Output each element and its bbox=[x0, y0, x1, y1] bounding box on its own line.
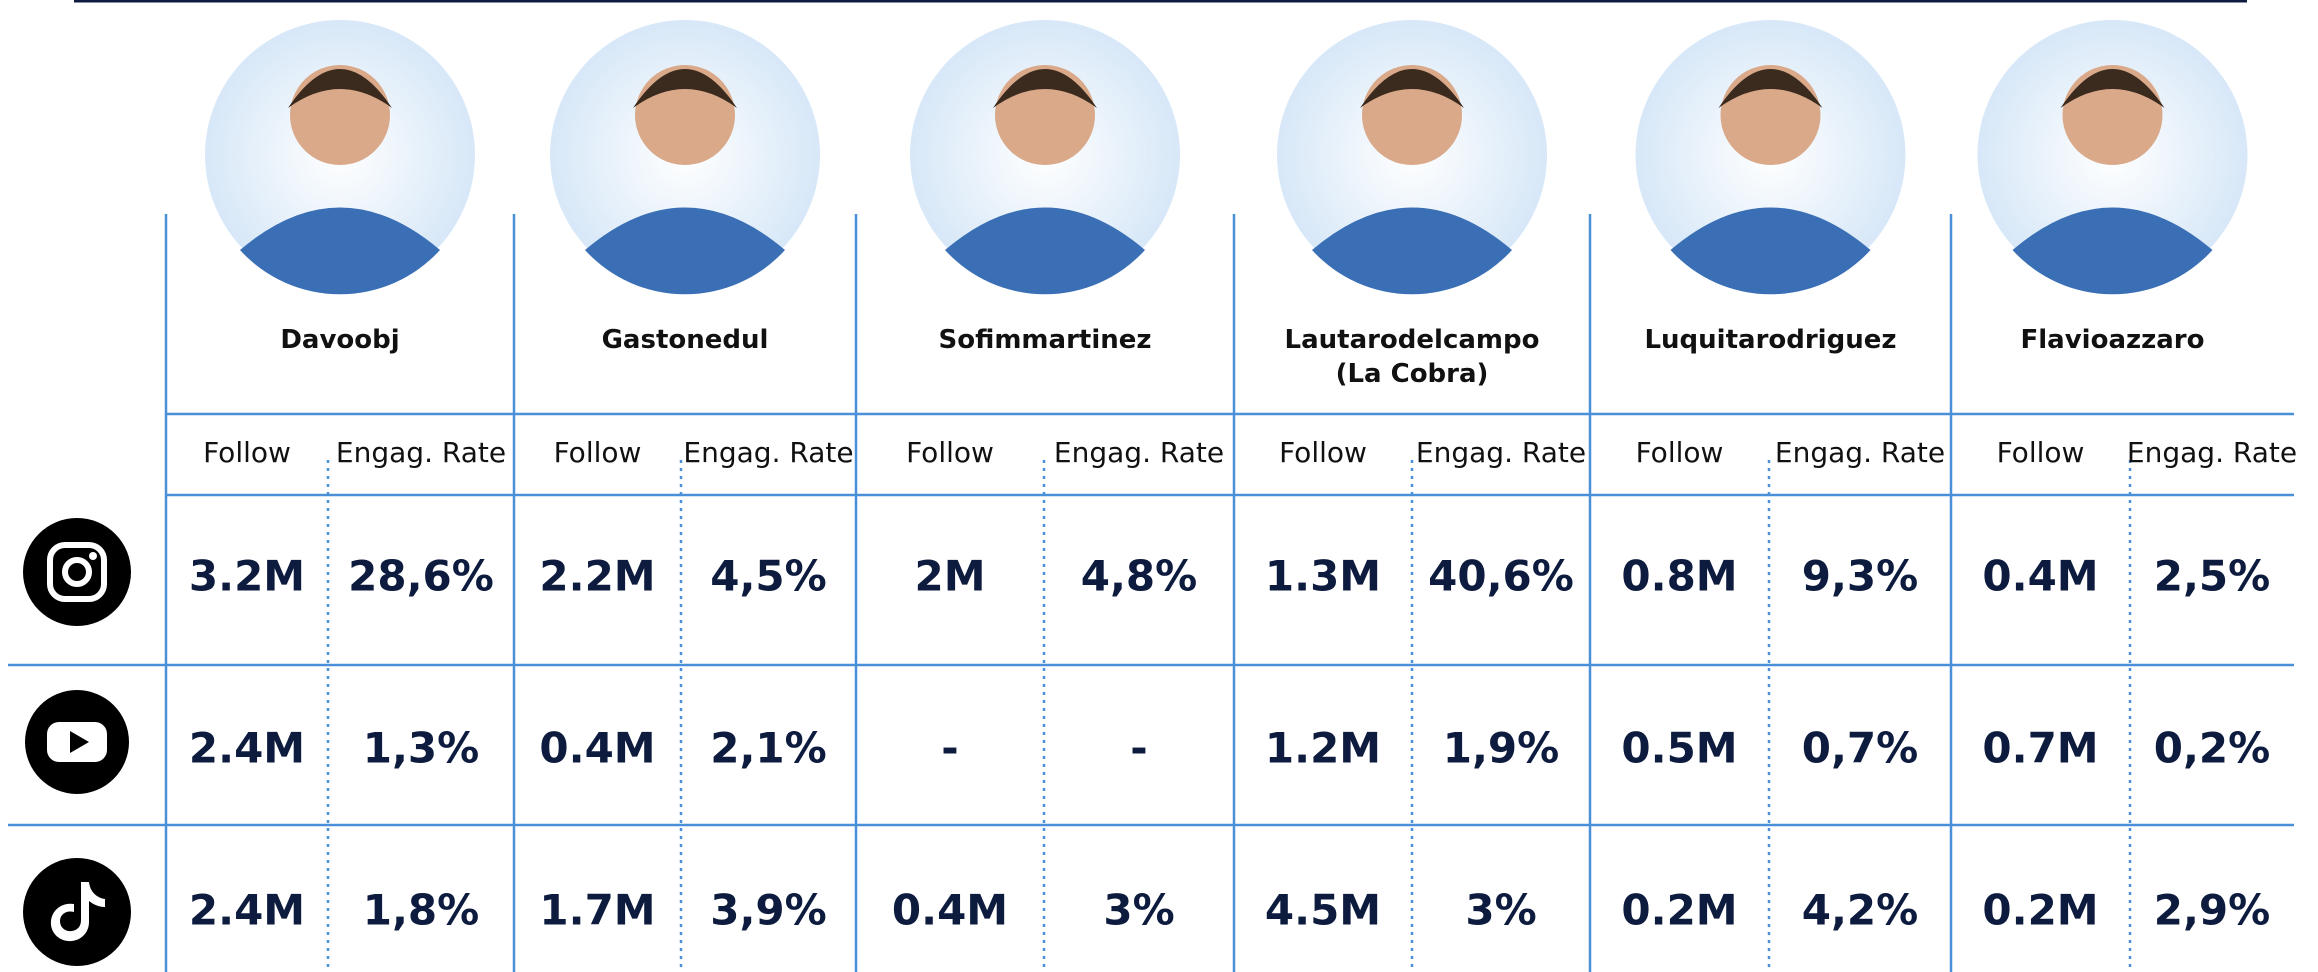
influencer-name: Sofimmartinez bbox=[938, 325, 1151, 355]
column-subheader: Follow bbox=[906, 436, 994, 469]
metric-value: 40,6% bbox=[1428, 552, 1574, 601]
metric-value: 1,8% bbox=[363, 886, 479, 935]
column-subheader: Follow bbox=[1279, 436, 1367, 469]
instagram-icon bbox=[23, 518, 131, 626]
column-subheader: Follow bbox=[1997, 436, 2085, 469]
metric-value: 1.7M bbox=[539, 886, 655, 935]
metric-value: 0,2% bbox=[2154, 724, 2270, 773]
youtube-icon bbox=[25, 690, 129, 794]
metric-value: 4,2% bbox=[1802, 886, 1918, 935]
metric-value: 4,5% bbox=[710, 552, 826, 601]
metric-value: 1.2M bbox=[1265, 724, 1381, 773]
metric-value: 28,6% bbox=[348, 552, 494, 601]
metric-value: - bbox=[941, 724, 958, 773]
metric-value: 0.4M bbox=[539, 724, 655, 773]
metric-value: 2,9% bbox=[2154, 886, 2270, 935]
column-subheader: Engag. Rate bbox=[1775, 436, 1945, 469]
metric-value: 2.2M bbox=[539, 552, 655, 601]
column-subheader: Engag. Rate bbox=[336, 436, 506, 469]
column-subheader: Follow bbox=[554, 436, 642, 469]
metric-value: 3,9% bbox=[710, 886, 826, 935]
metric-value: 0.7M bbox=[1982, 724, 2098, 773]
metric-value: 2M bbox=[914, 552, 985, 601]
column-subheader: Follow bbox=[203, 436, 291, 469]
metric-value: 0,7% bbox=[1802, 724, 1918, 773]
influencer-name: Luquitarodriguez bbox=[1644, 325, 1896, 355]
influencer-name: Flavioazzaro bbox=[2021, 325, 2205, 355]
column-subheader: Follow bbox=[1636, 436, 1724, 469]
metric-value: 0.2M bbox=[1621, 886, 1737, 935]
metric-value: 1,9% bbox=[1443, 724, 1559, 773]
metric-value: 0.4M bbox=[1982, 552, 2098, 601]
tiktok-icon bbox=[23, 858, 131, 966]
column-subheader: Engag. Rate bbox=[1054, 436, 1224, 469]
metric-value: 3.2M bbox=[189, 552, 305, 601]
influencer-name: Davoobj bbox=[280, 325, 399, 355]
metric-value: 2,5% bbox=[2154, 552, 2270, 601]
metric-value: 4,8% bbox=[1081, 552, 1197, 601]
metric-value: 4.5M bbox=[1265, 886, 1381, 935]
influencer-name: Lautarodelcampo(La Cobra) bbox=[1285, 325, 1540, 389]
metric-value: 9,3% bbox=[1802, 552, 1918, 601]
column-subheader: Engag. Rate bbox=[2127, 436, 2297, 469]
influencer-name: Gastonedul bbox=[602, 325, 769, 355]
metric-value: 0.5M bbox=[1621, 724, 1737, 773]
influencer-table: Davoobj Follow Engag. Rate 3.2M 28,6% 2.4M 1,3… bbox=[0, 0, 2318, 972]
column-subheader: Engag. Rate bbox=[1416, 436, 1586, 469]
metric-value: 2.4M bbox=[189, 886, 305, 935]
metric-value: 3% bbox=[1465, 886, 1536, 935]
metric-value: - bbox=[1130, 724, 1147, 773]
metric-value: 1,3% bbox=[363, 724, 479, 773]
metric-value: 2,1% bbox=[710, 724, 826, 773]
metric-value: 0.8M bbox=[1621, 552, 1737, 601]
metric-value: 0.2M bbox=[1982, 886, 2098, 935]
metric-value: 3% bbox=[1103, 886, 1174, 935]
metric-value: 1.3M bbox=[1265, 552, 1381, 601]
metric-value: 2.4M bbox=[189, 724, 305, 773]
metric-value: 0.4M bbox=[892, 886, 1008, 935]
column-subheader: Engag. Rate bbox=[683, 436, 853, 469]
